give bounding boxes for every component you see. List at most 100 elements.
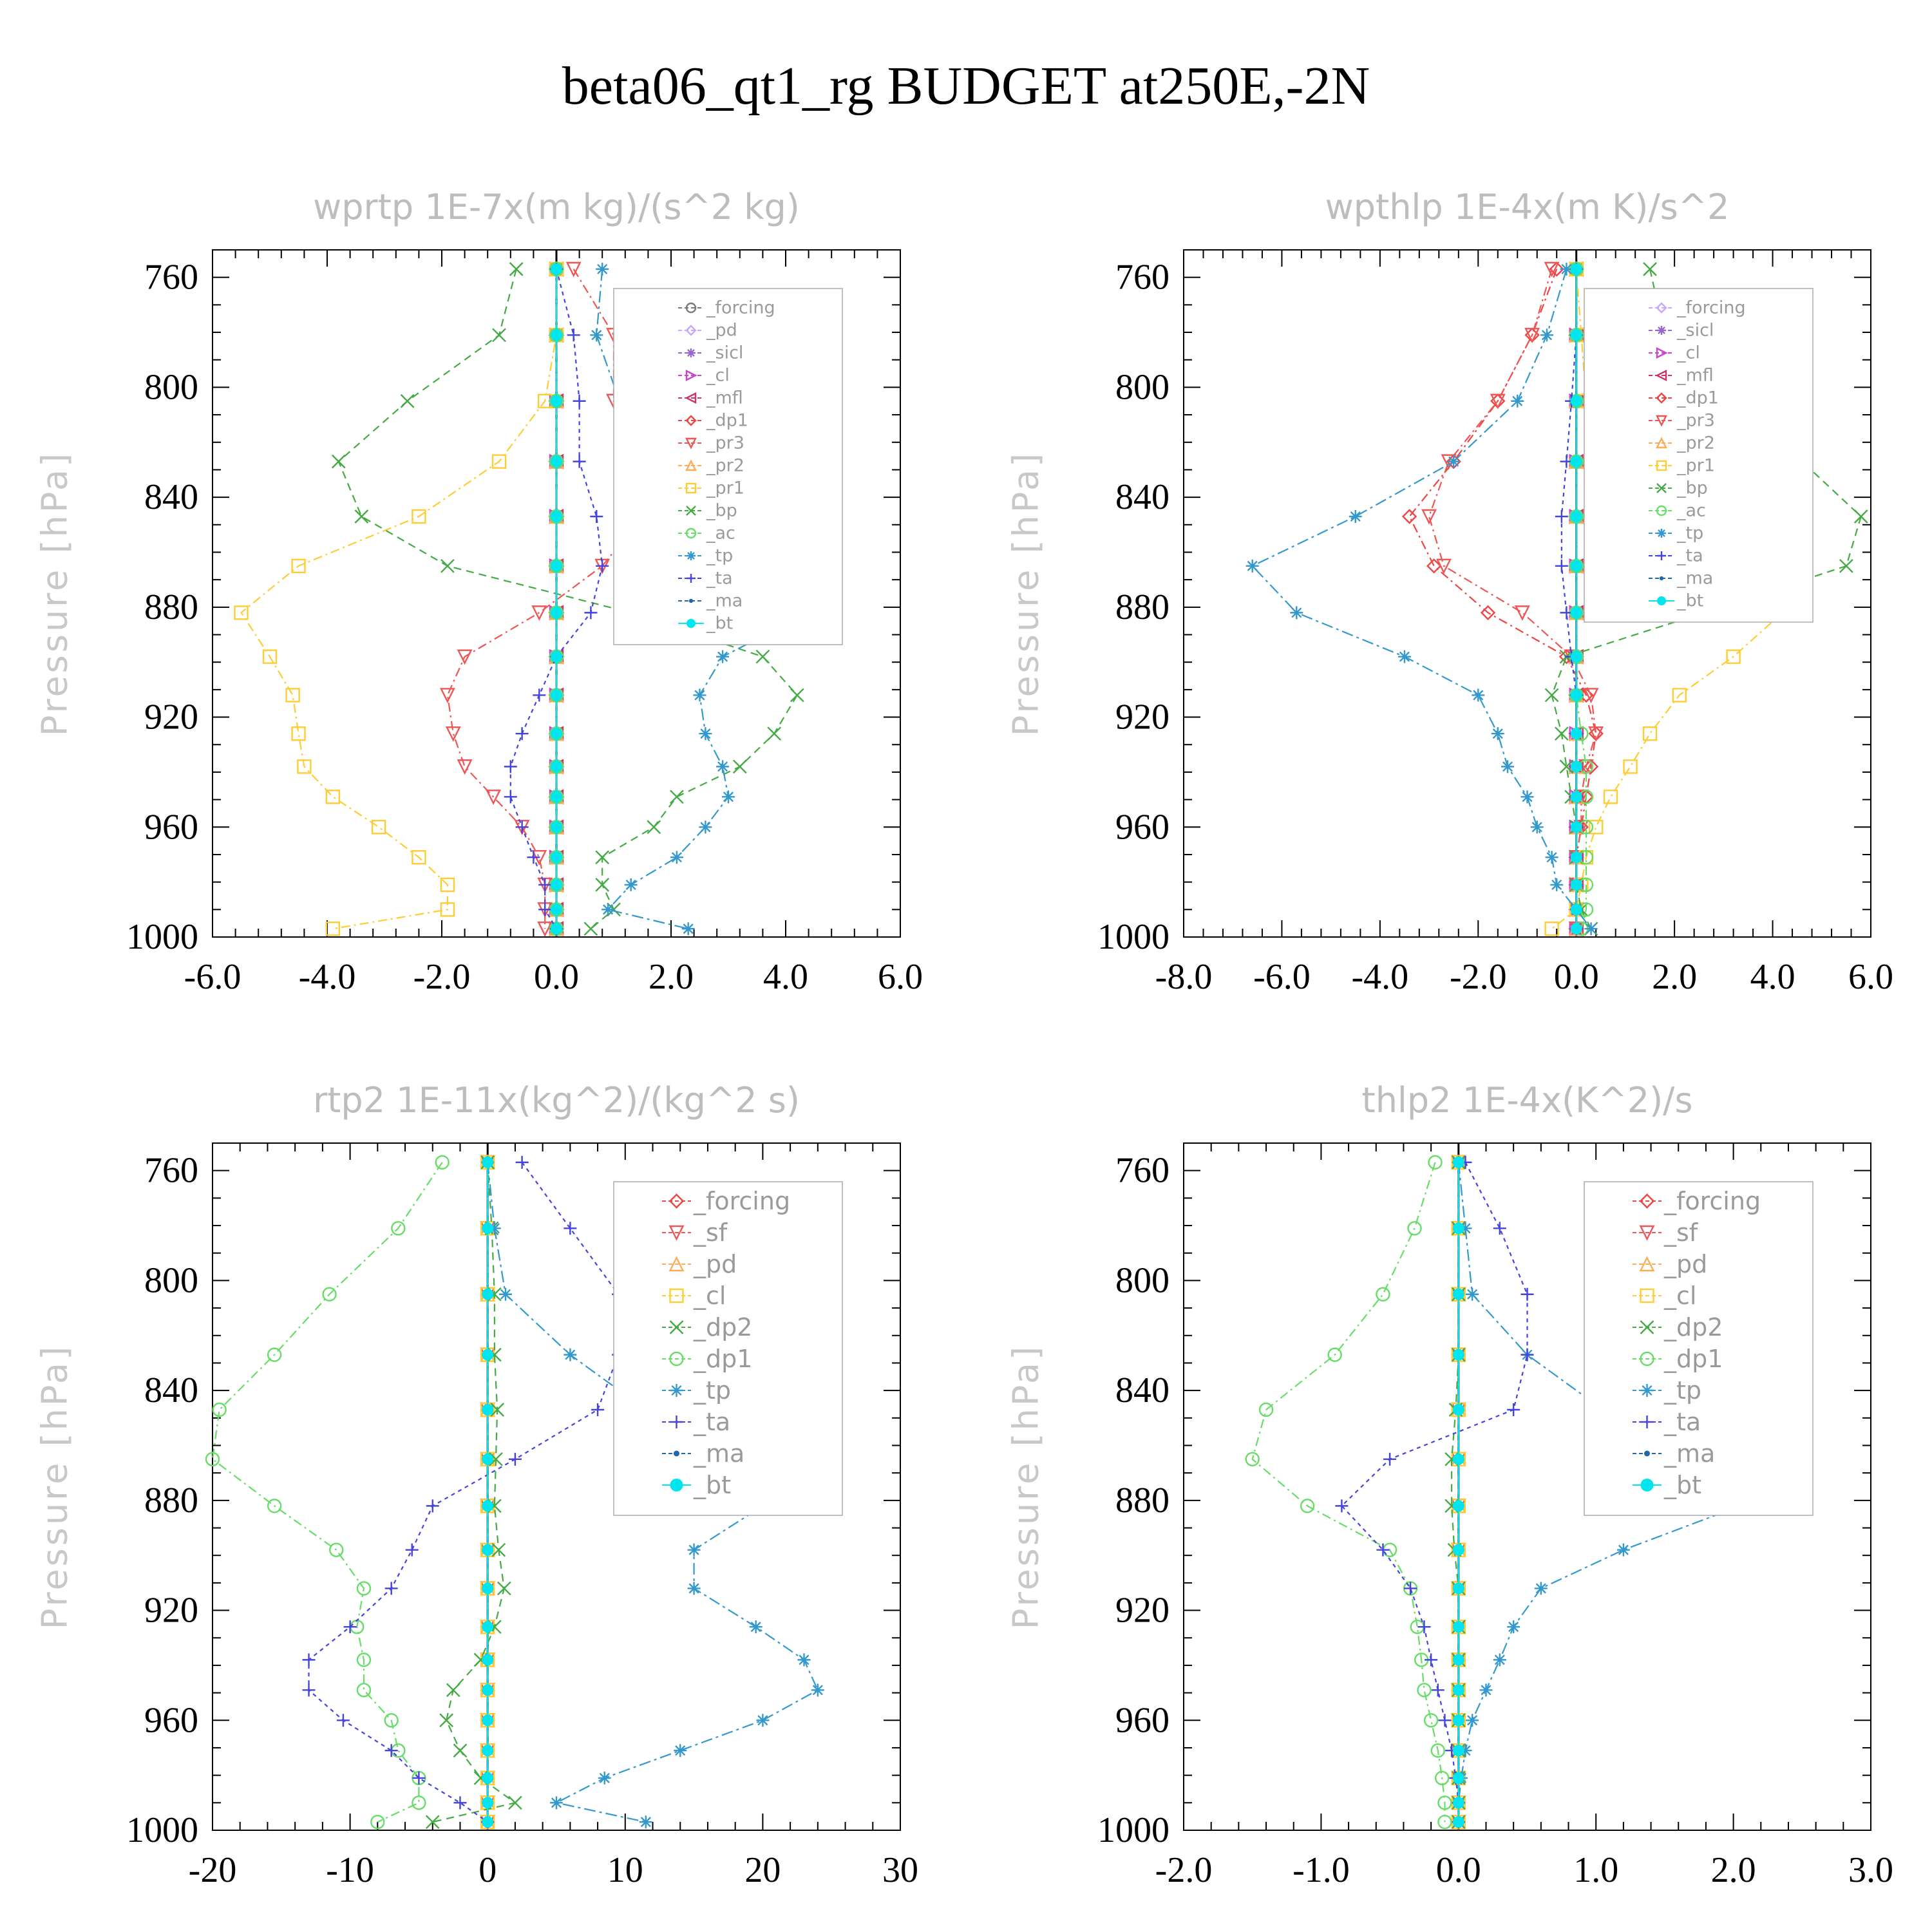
legend-marker — [685, 527, 697, 539]
legend-marker — [1656, 483, 1667, 493]
data-point — [681, 922, 695, 936]
legend-marker — [668, 1256, 685, 1272]
data-point — [551, 650, 562, 663]
legend-entry: _tp — [1676, 524, 1703, 544]
data-point — [716, 760, 730, 773]
data-point — [1401, 509, 1417, 524]
data-point — [811, 1683, 824, 1697]
legend-marker — [685, 392, 697, 404]
legend-entry: _ma — [706, 591, 743, 611]
legend-entry: _tp — [693, 1376, 731, 1405]
legend-entry: _pr3 — [706, 433, 744, 453]
data-point — [551, 878, 562, 891]
data-point — [482, 1654, 494, 1666]
y-tick-label: 960 — [1115, 1700, 1170, 1740]
legend-marker — [1657, 326, 1666, 335]
legend-marker — [1656, 505, 1667, 516]
data-point — [457, 649, 473, 665]
data-point — [1349, 509, 1362, 523]
data-point — [322, 1287, 337, 1302]
data-point — [482, 1816, 494, 1828]
data-point — [405, 1543, 419, 1557]
data-point — [551, 455, 562, 468]
y-axis-label: Pressure [hPa] — [35, 451, 75, 736]
y-ticks — [212, 1142, 901, 1831]
data-point — [371, 820, 386, 835]
data-point — [1434, 1770, 1450, 1786]
data-point — [1491, 727, 1504, 741]
data-point — [515, 1155, 529, 1169]
data-point — [1479, 1683, 1493, 1697]
panel-title: thlp2 1E-4x(K^2)/s — [1362, 1080, 1693, 1121]
data-point — [1616, 1543, 1630, 1557]
plot-frame — [1183, 1142, 1871, 1831]
data-point — [533, 688, 546, 702]
data-point — [482, 1222, 494, 1235]
legend-entry: _sf — [1663, 1218, 1699, 1247]
y-tick-label: 960 — [1115, 807, 1170, 847]
panel-thlp2: thlp2 1E-4x(K^2)/s Pressure [hPa] 760 800 84… — [1006, 1080, 1894, 1890]
data-point — [551, 510, 562, 522]
data-point — [1853, 509, 1868, 524]
data-point — [1327, 1347, 1342, 1362]
legend-entry: _forcing — [1676, 298, 1746, 318]
data-point — [598, 1771, 611, 1785]
data-point — [234, 605, 249, 620]
data-point — [482, 1745, 494, 1757]
data-point — [1397, 650, 1411, 663]
legend-marker — [687, 551, 696, 560]
legend-marker — [670, 1384, 683, 1397]
data-point — [325, 921, 341, 936]
y-tick-label: 960 — [144, 807, 198, 847]
data-point — [440, 877, 455, 893]
data-point — [426, 1499, 439, 1513]
data-point — [1570, 878, 1582, 891]
data-point — [508, 1452, 522, 1466]
series-dp1 — [1245, 1155, 1452, 1830]
data-point — [756, 1714, 770, 1727]
series-bp — [331, 262, 804, 936]
data-point — [722, 790, 735, 804]
data-point — [329, 1542, 344, 1557]
series-line-pr1 — [240, 269, 558, 930]
x-tick-label: 1.0 — [1573, 1850, 1618, 1890]
data-point — [356, 1581, 372, 1596]
data-point — [515, 820, 529, 834]
data-point — [1555, 509, 1568, 523]
legend-entry: _cl — [706, 366, 730, 386]
data-point — [1417, 1683, 1432, 1698]
data-point — [370, 1814, 385, 1830]
data-point — [1584, 922, 1598, 936]
legend-entry: _ma — [1676, 569, 1713, 589]
x-tick-label: 10 — [607, 1850, 643, 1890]
series-line-dp1 — [211, 1162, 443, 1823]
data-point — [565, 261, 582, 278]
legend-entry: _tp — [1663, 1376, 1701, 1405]
data-point — [595, 878, 610, 892]
data-point — [551, 263, 562, 275]
legend-marker — [1644, 1450, 1650, 1457]
data-point — [1570, 263, 1582, 275]
legend-entry: _dp1 — [1663, 1345, 1723, 1373]
legend-marker — [668, 1225, 685, 1241]
legend-entry: _bp — [706, 501, 737, 521]
data-point — [1452, 1500, 1464, 1512]
data-point — [1466, 1714, 1479, 1727]
legend-entry: _forcing — [693, 1187, 790, 1215]
series-line-ta — [1340, 1162, 1528, 1823]
data-point — [797, 1653, 811, 1667]
data-point — [1570, 821, 1582, 833]
legend-entry: _pr2 — [706, 456, 744, 476]
data-point — [331, 454, 346, 469]
data-point — [749, 1620, 762, 1634]
data-point — [489, 1452, 503, 1466]
x-tick-label: 20 — [744, 1850, 781, 1890]
data-point — [1570, 455, 1582, 468]
legend-entry: _ta — [706, 569, 733, 589]
data-point — [267, 1347, 282, 1362]
data-point — [573, 394, 586, 408]
data-point — [440, 558, 455, 573]
legend-entry: _dp1 — [693, 1345, 752, 1373]
x-tick-label: -1.0 — [1293, 1850, 1350, 1890]
data-point — [1452, 1772, 1464, 1784]
